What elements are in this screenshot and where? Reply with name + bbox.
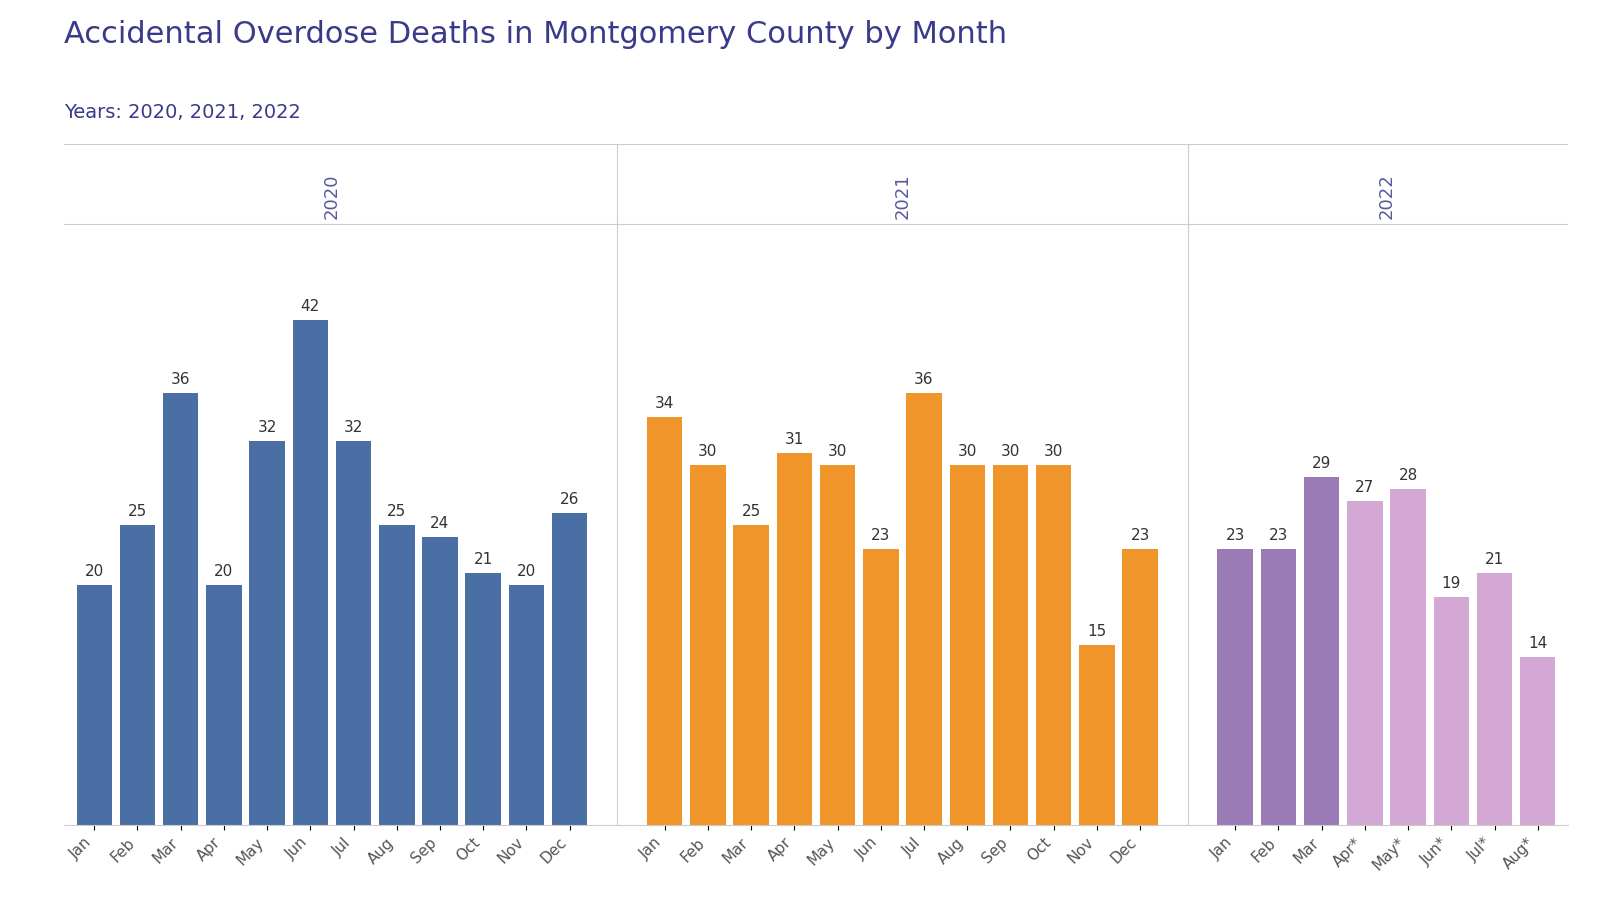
Text: 36: 36 — [914, 371, 934, 387]
Text: 31: 31 — [784, 431, 805, 447]
Text: 20: 20 — [85, 564, 104, 579]
Bar — [379, 525, 414, 825]
Bar — [163, 393, 198, 825]
Text: Accidental Overdose Deaths in Montgomery County by Month: Accidental Overdose Deaths in Montgomery… — [64, 21, 1006, 49]
Text: 27: 27 — [1355, 480, 1374, 495]
Text: 20: 20 — [214, 564, 234, 579]
Text: 2021: 2021 — [893, 173, 912, 219]
Text: 23: 23 — [1131, 527, 1150, 543]
Bar — [733, 525, 770, 825]
Text: 30: 30 — [1045, 444, 1064, 458]
Bar — [776, 453, 813, 825]
Text: 25: 25 — [387, 504, 406, 518]
Text: 25: 25 — [741, 504, 760, 518]
Text: 21: 21 — [1485, 552, 1504, 567]
Text: 19: 19 — [1442, 576, 1461, 591]
Bar — [206, 585, 242, 825]
Bar — [862, 549, 899, 825]
Text: 14: 14 — [1528, 636, 1547, 651]
Bar — [1304, 476, 1339, 825]
Bar — [293, 320, 328, 825]
Text: 30: 30 — [957, 444, 978, 458]
Bar — [992, 465, 1029, 825]
Text: 32: 32 — [344, 420, 363, 434]
Text: 2020: 2020 — [323, 173, 341, 219]
Bar — [1218, 549, 1253, 825]
Bar — [422, 536, 458, 825]
Text: 2022: 2022 — [1378, 173, 1395, 219]
Bar — [690, 465, 726, 825]
Bar — [1078, 645, 1115, 825]
Bar — [1434, 597, 1469, 825]
Text: 20: 20 — [517, 564, 536, 579]
Text: 30: 30 — [827, 444, 848, 458]
Bar — [509, 585, 544, 825]
Bar — [466, 573, 501, 825]
Bar — [1261, 549, 1296, 825]
Bar — [906, 393, 942, 825]
Bar — [646, 416, 683, 825]
Text: 26: 26 — [560, 492, 579, 507]
Bar — [1520, 657, 1555, 825]
Text: 25: 25 — [128, 504, 147, 518]
Text: 30: 30 — [1000, 444, 1021, 458]
Bar — [77, 585, 112, 825]
Bar — [1477, 573, 1512, 825]
Text: 42: 42 — [301, 300, 320, 314]
Text: 21: 21 — [474, 552, 493, 567]
Text: 15: 15 — [1088, 624, 1107, 639]
Bar — [949, 465, 986, 825]
Text: 28: 28 — [1398, 467, 1418, 483]
Bar — [336, 440, 371, 825]
Bar — [1390, 489, 1426, 825]
Text: 23: 23 — [1269, 527, 1288, 543]
Bar — [552, 513, 587, 825]
Bar — [250, 440, 285, 825]
Text: 29: 29 — [1312, 456, 1331, 471]
Bar — [1347, 501, 1382, 825]
Text: 36: 36 — [171, 371, 190, 387]
Text: 23: 23 — [1226, 527, 1245, 543]
Bar — [1123, 549, 1158, 825]
Bar — [819, 465, 856, 825]
Text: 24: 24 — [430, 516, 450, 531]
Text: 23: 23 — [870, 527, 891, 543]
Text: 30: 30 — [698, 444, 718, 458]
Bar — [120, 525, 155, 825]
Text: 34: 34 — [654, 396, 675, 411]
Text: 32: 32 — [258, 420, 277, 434]
Bar — [1035, 465, 1072, 825]
Text: Years: 2020, 2021, 2022: Years: 2020, 2021, 2022 — [64, 103, 301, 122]
